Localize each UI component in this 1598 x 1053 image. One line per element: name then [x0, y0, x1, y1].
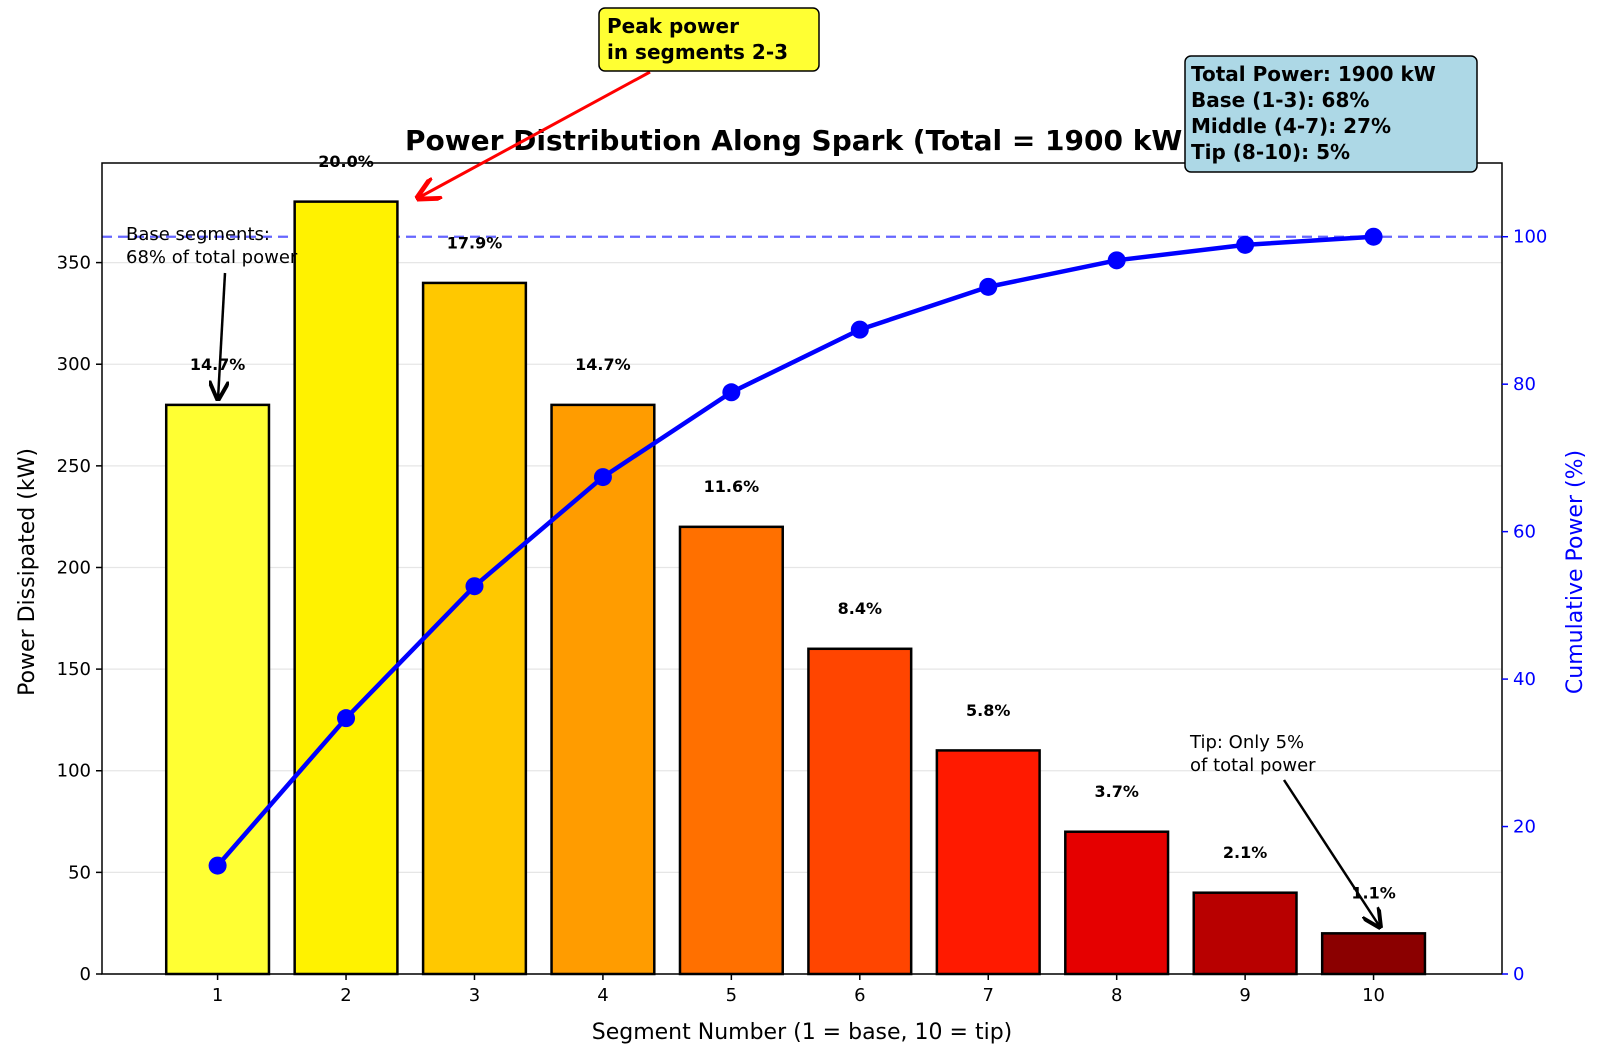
peak-annotation-line-1: Peak power [607, 14, 739, 38]
right-y-axis-label: Cumulative Power (%) [1563, 450, 1588, 694]
axis-ticks: 0 50 100 150 200 250 300 350 0 20 40 60 80 100 1 2 3 4 5 6 7… [57, 227, 1548, 1006]
chart-title: Power Distribution Along Spark (Total = … [405, 124, 1195, 157]
percent-label: 14.7% [190, 355, 246, 374]
x-tick-label: 1 [212, 985, 223, 1006]
right-tick-label: 20 [1513, 817, 1536, 838]
base-arrow [218, 272, 225, 399]
tip-arrow [1282, 779, 1380, 927]
cumulative-point [722, 383, 741, 402]
bar-segment-10 [1320, 932, 1427, 976]
x-tick-label: 10 [1362, 985, 1385, 1006]
cumulative-point [1107, 251, 1126, 270]
bar-segment-3 [421, 281, 528, 976]
y-axis-label: Power Dissipated (kW) [15, 448, 40, 696]
cumulative-point [593, 468, 612, 487]
x-tick-label: 6 [854, 985, 865, 1006]
left-tick-label: 200 [57, 557, 91, 578]
bar-segment-9 [1192, 891, 1298, 976]
cumulative-point [979, 277, 998, 296]
x-tick-label: 7 [983, 985, 994, 1006]
left-tick-label: 250 [57, 456, 91, 477]
percent-label: 11.6% [704, 477, 760, 496]
summary-line-4: Tip (8-10): 5% [1191, 140, 1350, 164]
summary-annotation: Total Power: 1900 kW Base (1-3): 68% Mid… [1184, 55, 1478, 173]
left-tick-label: 0 [80, 964, 91, 985]
cumulative-line [208, 227, 1383, 875]
right-tick-label: 60 [1513, 522, 1536, 543]
percent-label: 8.4% [838, 599, 882, 618]
bar-segment-7 [935, 749, 1041, 976]
bar-segment-2 [293, 200, 399, 976]
plot-frame [101, 162, 1503, 975]
summary-line-1: Total Power: 1900 kW [1191, 62, 1436, 86]
right-tick-label: 40 [1513, 669, 1536, 690]
x-axis-label: Segment Number (1 = base, 10 = tip) [592, 1020, 1013, 1045]
bar-segment-8 [1064, 830, 1170, 976]
cumulative-point [1364, 227, 1383, 246]
x-tick-label: 8 [1111, 985, 1122, 1006]
bar-segment-1 [164, 403, 271, 976]
percent-label: 17.9% [447, 233, 503, 252]
base-annotation: Base segments: 68% of total power [126, 224, 298, 399]
percent-label: 3.7% [1094, 782, 1138, 801]
left-tick-label: 300 [57, 354, 91, 375]
left-tick-label: 50 [68, 862, 91, 883]
cumulative-point [1236, 235, 1255, 254]
x-tick-label: 2 [340, 985, 351, 1006]
cumulative-series-line [215, 234, 1374, 868]
percent-label: 20.0% [318, 152, 374, 171]
percent-label: 5.8% [966, 701, 1010, 720]
base-annotation-line-1: Base segments: [126, 224, 270, 245]
x-tick-label: 9 [1239, 985, 1250, 1006]
peak-annotation: Peak power in segments 2-3 [418, 7, 820, 198]
summary-line-3: Middle (4-7): 27% [1191, 114, 1391, 138]
percent-labels: 14.7% 20.0% 17.9% 14.7% 11.6% 8.4% 5.8% 3.7% 2.1… [190, 152, 1396, 903]
bar-segment-6 [807, 647, 913, 976]
left-tick-label: 150 [57, 659, 91, 680]
left-tick-label: 100 [57, 761, 91, 782]
percent-label: 2.1% [1223, 843, 1267, 862]
percent-label: 14.7% [575, 355, 631, 374]
cumulative-point [337, 709, 356, 728]
x-tick-label: 3 [469, 985, 480, 1006]
right-tick-label: 100 [1513, 227, 1547, 248]
x-tick-label: 5 [726, 985, 737, 1006]
right-tick-label: 0 [1513, 964, 1524, 985]
tip-annotation-line-2: of total power [1190, 755, 1316, 776]
cumulative-point [465, 577, 484, 596]
right-tick-label: 80 [1513, 374, 1536, 395]
x-tick-label: 4 [597, 985, 608, 1006]
bar-segment-5 [678, 525, 784, 976]
left-tick-label: 350 [57, 253, 91, 274]
bar-segment-4 [550, 403, 656, 976]
summary-line-2: Base (1-3): 68% [1191, 88, 1369, 112]
tip-annotation-line-1: Tip: Only 5% [1189, 732, 1304, 753]
peak-arrow [418, 70, 651, 198]
cumulative-point [850, 320, 869, 339]
summary-box [1184, 55, 1478, 173]
tip-annotation: Tip: Only 5% of total power [1189, 732, 1380, 927]
peak-annotation-line-2: in segments 2-3 [607, 40, 788, 64]
cumulative-point [208, 856, 227, 875]
base-annotation-line-2: 68% of total power [126, 247, 298, 268]
peak-annotation-box [598, 7, 820, 72]
